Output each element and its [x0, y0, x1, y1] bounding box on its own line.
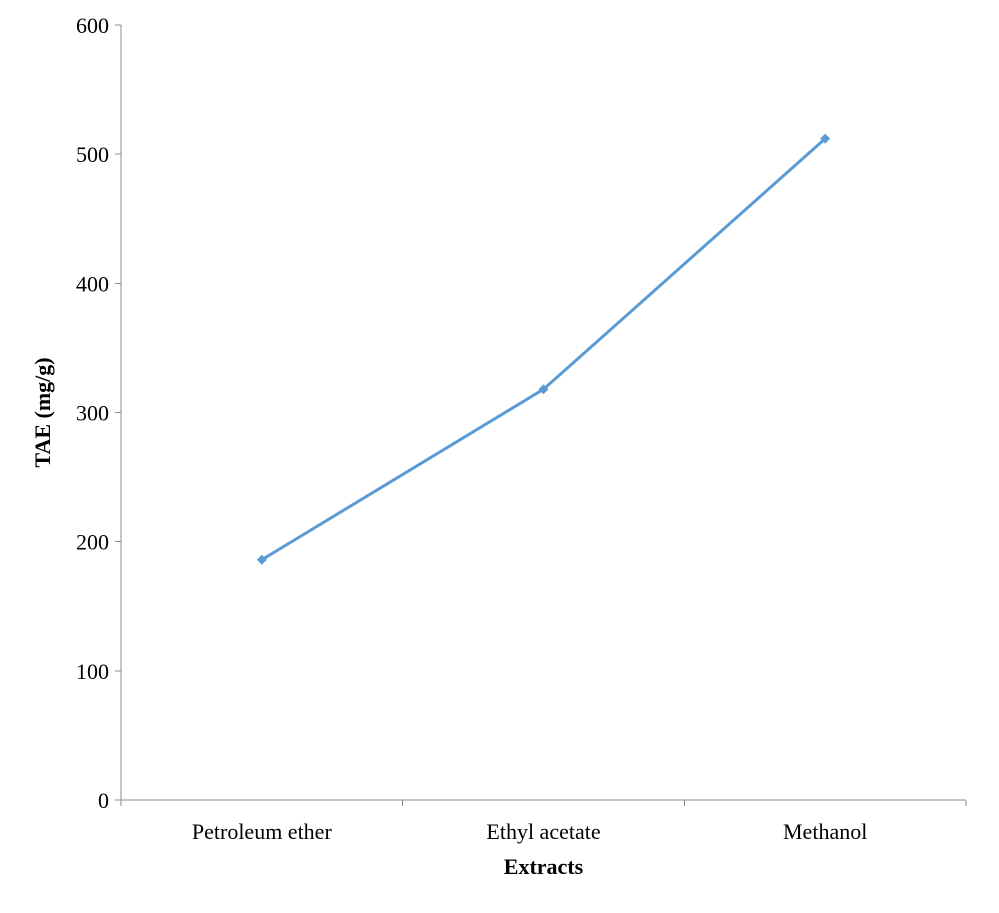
x-axis-title: Extracts — [504, 854, 584, 879]
y-tick-label: 500 — [76, 142, 109, 167]
y-tick-label: 100 — [76, 659, 109, 684]
y-tick-label: 200 — [76, 530, 109, 555]
data-point-marker — [538, 384, 549, 395]
y-axis-ticks: 0 100 200 300 400 500 600 — [76, 13, 121, 813]
y-tick-label: 600 — [76, 13, 109, 38]
y-tick-label: 400 — [76, 271, 109, 296]
x-axis-ticks: Petroleum ether Ethyl acetate Methanol — [120, 800, 967, 844]
y-tick-label: 0 — [98, 788, 109, 813]
y-tick-label: 300 — [76, 401, 109, 426]
data-point-marker — [256, 554, 267, 565]
series-group — [256, 133, 831, 565]
y-axis-title: TAE (mg/g) — [30, 357, 55, 467]
x-tick-label: Ethyl acetate — [486, 819, 600, 844]
x-tick-label: Petroleum ether — [192, 819, 333, 844]
data-point-marker — [820, 133, 831, 144]
series-line — [261, 137, 827, 562]
x-tick-label: Methanol — [783, 819, 867, 844]
